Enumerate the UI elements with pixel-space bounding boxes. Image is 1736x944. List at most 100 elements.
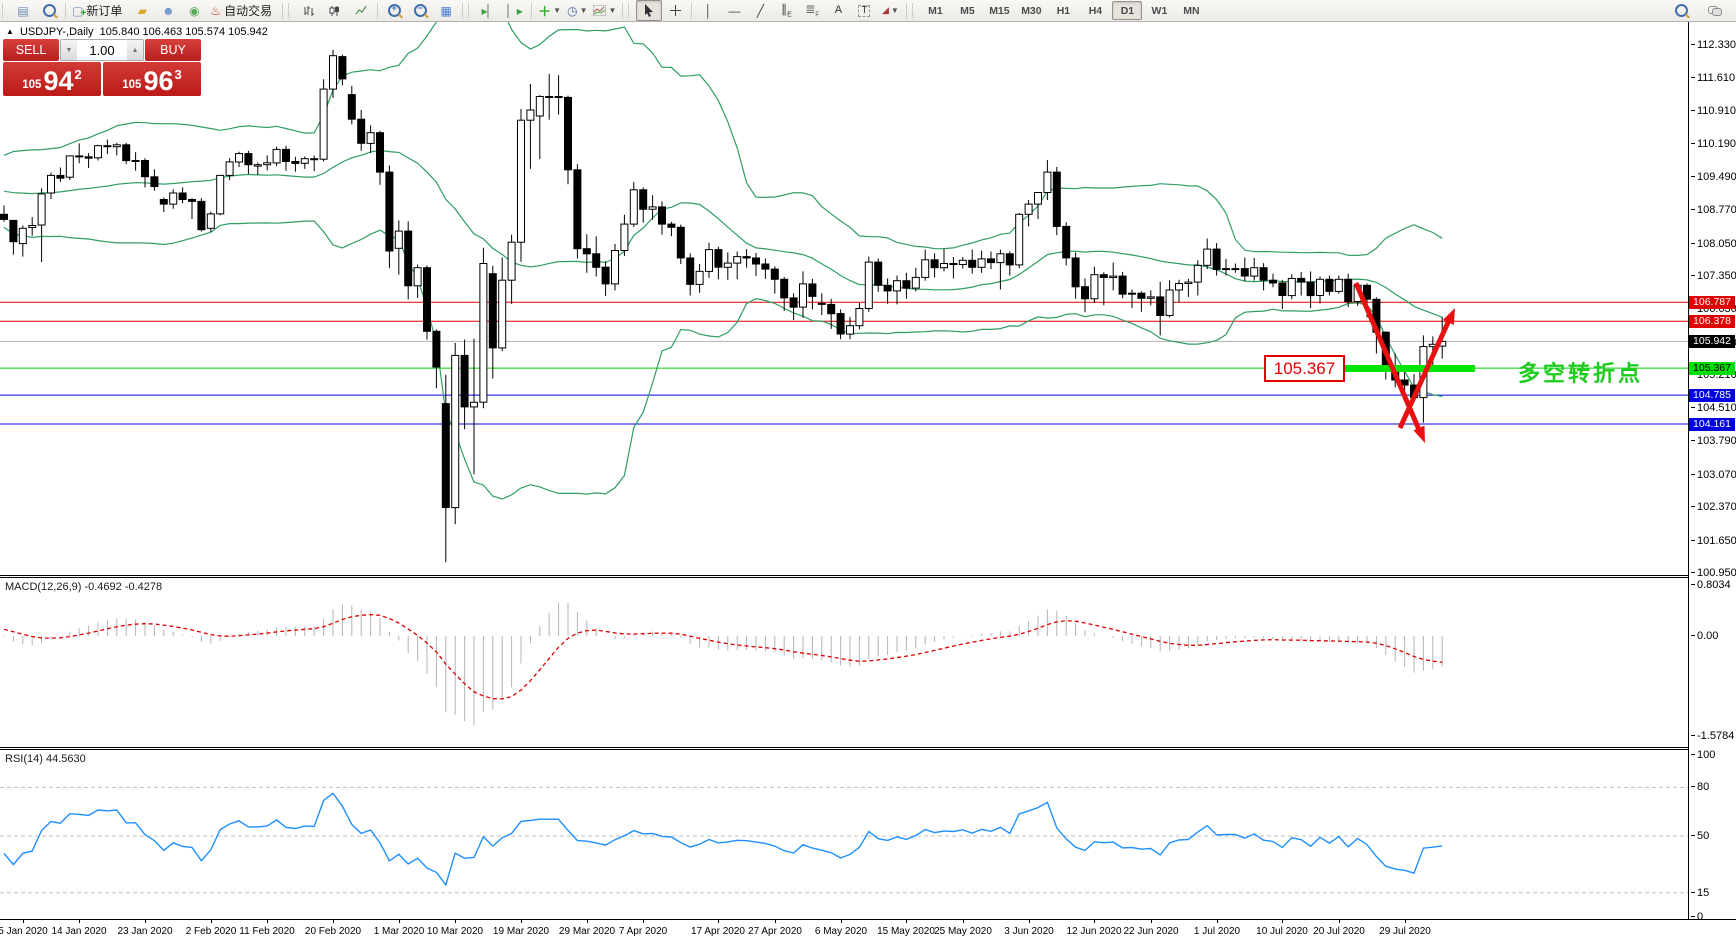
text-tool-button[interactable]: A [825, 0, 851, 21]
toolbar-gripper[interactable] [912, 3, 917, 18]
rsi-tick-label: 80 [1691, 781, 1709, 793]
price-tick-label: 104.510 [1691, 402, 1736, 414]
profiles-button[interactable] [36, 0, 62, 21]
price-tick-label: 102.370 [1691, 501, 1736, 513]
date-tick [455, 920, 456, 923]
macd-panel[interactable] [0, 578, 1688, 747]
toolbar-gripper[interactable] [2, 3, 7, 18]
timeframe-button-w1[interactable]: W1 [1151, 4, 1168, 17]
buy-button[interactable]: BUY [145, 39, 201, 61]
price-annotation-box[interactable]: 105.367 [1264, 355, 1345, 382]
date-label: 29 Mar 2020 [558, 926, 616, 937]
equidistant-channel-icon: ∥E [781, 1, 792, 19]
price-tick-label: 110.910 [1691, 105, 1736, 117]
chat-button[interactable] [1702, 0, 1728, 21]
market-watch-button[interactable]: ▰ [129, 0, 155, 21]
volume-down-button[interactable]: ▼ [61, 40, 77, 60]
date-label: 22 Jun 2020 [1123, 926, 1179, 937]
price-tick-label: 109.490 [1691, 171, 1736, 183]
vertical-line-tool-button[interactable]: │ [695, 0, 721, 21]
price-axis[interactable]: 112.330 111.610 110.910 110.190 109.490 108.7… [1688, 22, 1736, 923]
horizontal-line-tool-button[interactable]: — [721, 0, 747, 21]
price-tag: 106.378 [1689, 315, 1735, 328]
tick-up-icon: ▲ [6, 27, 14, 36]
zoom-out-button[interactable]: − [407, 0, 433, 21]
periods-button[interactable]: ◷ ▼ [564, 0, 590, 21]
person-icon: ☻ [162, 3, 175, 18]
chart-list-button[interactable]: ▤ [10, 0, 36, 21]
panel-splitter[interactable] [0, 747, 1736, 750]
tile-windows-button[interactable]: ▦ [433, 0, 459, 21]
date-tick [775, 920, 776, 923]
date-tick [1151, 920, 1152, 923]
text-label-tool-button[interactable]: T [851, 0, 877, 21]
red-arrow-annotation[interactable] [1353, 282, 1455, 443]
candlestick-chart-button[interactable] [322, 0, 348, 21]
clock-icon: ◷ [567, 3, 578, 18]
timeframe-button-m30[interactable]: M30 [1021, 4, 1042, 17]
sell-button[interactable]: SELL [3, 39, 59, 61]
sell-price-box[interactable]: 105 94 2 [3, 62, 101, 96]
date-tick [79, 920, 80, 923]
horizontal-line-icon: — [728, 3, 741, 18]
zoom-out-icon: − [413, 3, 427, 17]
turning-point-annotation[interactable]: 多空转折点 [1518, 361, 1644, 386]
search-button[interactable] [1668, 0, 1694, 21]
price-tick-label: 101.650 [1691, 535, 1736, 547]
timeframe-button-mn[interactable]: MN [1183, 4, 1200, 17]
chart-shift-icon: ▏▸ [507, 3, 523, 18]
timeframe-button-m15[interactable]: M15 [989, 4, 1010, 17]
toolbar-gripper[interactable] [288, 3, 293, 18]
indicators-button[interactable]: ＋ ▼ [535, 0, 564, 21]
price-tick-label: 103.070 [1691, 469, 1736, 481]
date-label: 27 Apr 2020 [748, 926, 802, 937]
auto-trading-button[interactable]: ♨ 自动交易 [207, 0, 279, 21]
timeframe-button-m5[interactable]: M5 [960, 4, 975, 17]
price-tag: 105.367 [1689, 362, 1735, 375]
date-axis[interactable]: 5 Jan 2020 14 Jan 2020 23 Jan 2020 2 Feb 20… [0, 920, 1736, 944]
signal-icon: ◉ [189, 3, 200, 18]
signals-button[interactable]: ◉ [181, 0, 207, 21]
accounts-button[interactable]: ☻ [155, 0, 181, 21]
buy-price-box[interactable]: 105 96 3 [103, 62, 201, 96]
trendline-tool-button[interactable]: ╱ [747, 0, 773, 21]
chevron-down-icon: ▼ [608, 6, 617, 15]
macd-tick-label: 0.8034 [1691, 579, 1731, 591]
buy-price-sup: 3 [174, 67, 182, 82]
rsi-tick-label: 50 [1691, 830, 1709, 842]
line-chart-button[interactable] [348, 0, 374, 21]
price-tick-label: 108.770 [1691, 204, 1736, 216]
timeframe-button-h4[interactable]: H4 [1088, 4, 1103, 17]
bar-chart-button[interactable] [296, 0, 322, 21]
fibonacci-tool-button[interactable]: ≣F [799, 0, 825, 21]
new-order-button[interactable]: ▢ + 新订单 [69, 0, 129, 21]
search-icon [1674, 4, 1688, 17]
toolbar-gripper[interactable] [468, 3, 473, 18]
rsi-tick-label: 15 [1691, 887, 1709, 899]
templates-button[interactable]: ▼ [590, 0, 619, 21]
panel-splitter[interactable] [0, 575, 1736, 578]
volume-up-button[interactable]: ▲ [127, 40, 143, 60]
buy-price-big: 96 [143, 66, 174, 96]
channel-tool-button[interactable]: ∥E [773, 0, 799, 21]
price-chart[interactable] [0, 22, 1688, 575]
volume-value[interactable]: 1.00 [89, 42, 115, 58]
chart-window[interactable]: ▲ USDJPY-,Daily 105.840 106.463 105.574 … [0, 22, 1736, 944]
chart-shift-button[interactable]: ▏▸ [502, 0, 528, 21]
crosshair-tool-button[interactable] [662, 0, 688, 21]
date-label: 23 Jan 2020 [117, 926, 173, 937]
rsi-label: RSI(14) 44.5630 [5, 753, 86, 765]
cursor-tool-button[interactable] [636, 0, 663, 21]
date-tick [1217, 920, 1218, 923]
zoom-in-button[interactable]: + [381, 0, 407, 21]
timeframe-button-m1[interactable]: M1 [928, 4, 943, 17]
rsi-panel[interactable] [0, 750, 1688, 919]
toolbar-gripper[interactable] [628, 3, 633, 18]
timeframe-button-h1[interactable]: H1 [1056, 4, 1071, 17]
green-bar-annotation[interactable] [1338, 365, 1475, 372]
add-indicator-icon: ＋ [538, 4, 552, 19]
date-label: 19 Mar 2020 [492, 926, 550, 937]
auto-scroll-button[interactable]: ▸▏ [476, 0, 502, 21]
timeframe-button-d1[interactable]: D1 [1112, 1, 1143, 20]
shapes-tool-button[interactable]: ◢ ▼ [877, 0, 903, 21]
